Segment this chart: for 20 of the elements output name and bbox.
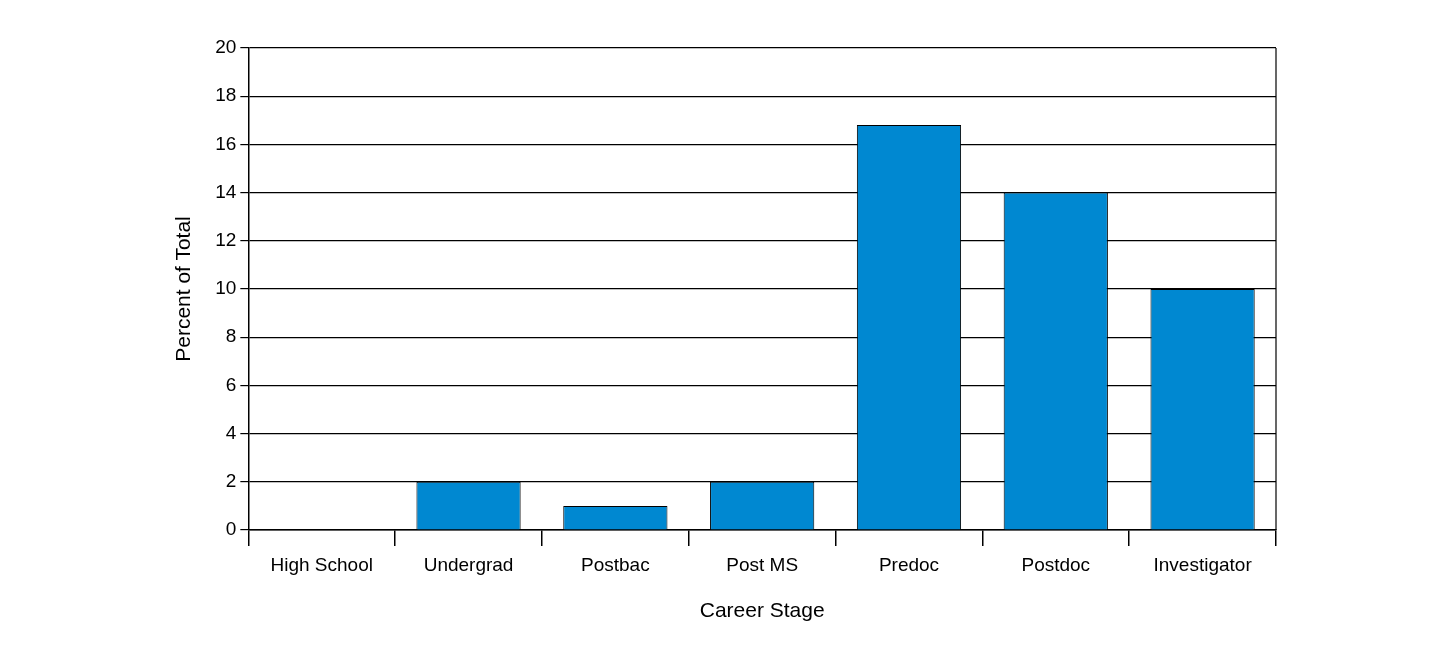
x-tick-label: High School xyxy=(270,553,373,575)
y-tick-label: 16 xyxy=(215,132,237,154)
y-tick-label: 20 xyxy=(215,36,237,58)
x-tick-label: Investigator xyxy=(1153,553,1253,575)
y-axis-title: Percent of Total xyxy=(171,216,195,362)
y-tick-label: 18 xyxy=(215,84,237,106)
y-tick-label: 6 xyxy=(225,373,237,395)
y-tick-label: 10 xyxy=(215,277,237,299)
x-tick-label: Predoc xyxy=(878,553,940,575)
x-tick-label: Post MS xyxy=(726,553,799,575)
x-tick-label: Undergrad xyxy=(423,553,514,575)
y-tick-label: 8 xyxy=(225,325,237,347)
x-axis-title: Career Stage xyxy=(699,598,825,622)
x-tick-label: Postbac xyxy=(581,553,650,575)
y-tick-label: 14 xyxy=(215,180,237,202)
y-tick-label: 2 xyxy=(225,470,237,492)
x-tick-label: Postdoc xyxy=(1021,553,1091,575)
y-tick-label: 12 xyxy=(215,229,237,251)
y-tick-label: 4 xyxy=(225,421,237,443)
y-tick-label: 0 xyxy=(225,518,237,540)
